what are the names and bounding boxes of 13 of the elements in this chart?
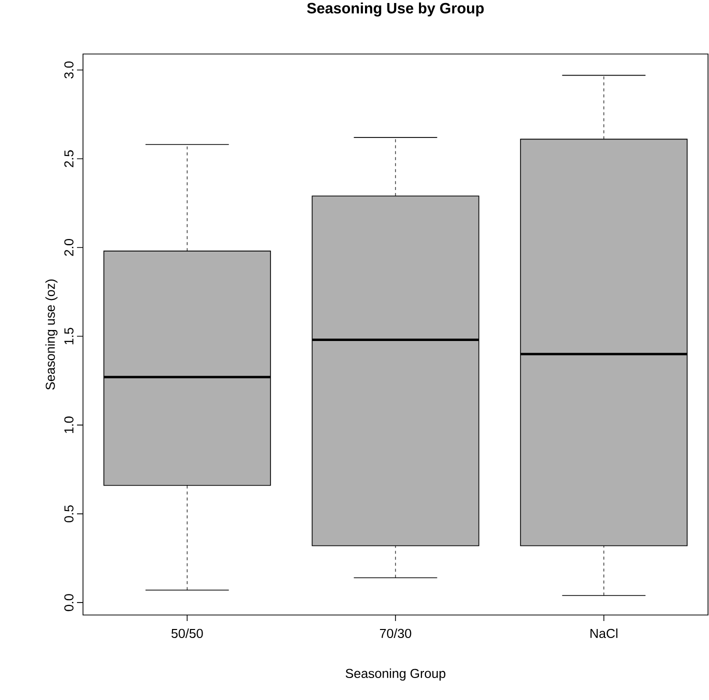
x-tick-label: NaCl xyxy=(590,628,618,638)
y-tick-label: 3.0 xyxy=(64,61,74,78)
y-axis-title: Seasoning use (oz) xyxy=(45,280,58,390)
y-tick-label: 0.5 xyxy=(64,505,74,522)
y-tick-label: 1.0 xyxy=(64,416,74,434)
x-axis-title: Seasoning Group xyxy=(346,668,446,681)
y-tick-label: 1.5 xyxy=(64,328,74,344)
x-tick-label: 50/50 xyxy=(171,628,203,638)
chart-title: Seasoning Use by Group xyxy=(307,2,484,16)
y-tick-label: 2.5 xyxy=(64,150,74,168)
y-tick-label: 0.0 xyxy=(64,594,74,612)
x-tick-label: 70/30 xyxy=(380,628,412,638)
y-tick-label: 2.0 xyxy=(64,239,74,256)
